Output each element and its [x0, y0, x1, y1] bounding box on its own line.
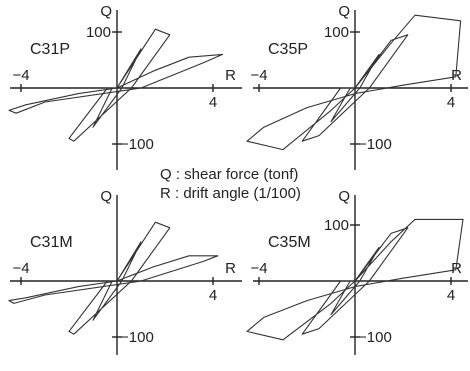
axis-legend: Q : shear force (tonf) R : drift angle (…	[160, 165, 301, 203]
c31m-hysteresis-curve	[8, 221, 219, 335]
c35p-y-tick-label: 100	[324, 24, 349, 41]
c31p-hysteresis-curve	[8, 28, 224, 142]
c31p-x-tick-label: −4	[12, 67, 29, 84]
c35p-hysteresis-curve	[246, 14, 462, 151]
c35p-x-tick-label: 4	[447, 94, 455, 111]
c35m-y-tick-label: 100	[324, 217, 349, 234]
c35m-x-tick-label: 4	[447, 287, 455, 304]
c31p-x-axis-label: R	[225, 67, 236, 84]
c35m-y-axis-label: Q	[338, 188, 350, 205]
c35p-x-axis-label: R	[451, 67, 462, 84]
c31p-y-tick-label: 100	[86, 24, 111, 41]
c31m-y-tick-label: −100	[120, 329, 154, 346]
legend-drift-angle: R : drift angle (1/100)	[160, 185, 301, 202]
c35p-x-tick-label: −4	[250, 67, 267, 84]
c31m-x-tick-label: −4	[12, 260, 29, 277]
c35m-y-tick-label: −100	[358, 329, 392, 346]
c35m-x-axis-label: R	[451, 260, 462, 277]
c31p-y-axis-label: Q	[100, 3, 112, 20]
c31p-specimen-label: C31P	[30, 41, 70, 58]
c35m-hysteresis-curve	[246, 218, 464, 341]
c35m-specimen-label: C35M	[268, 234, 311, 251]
c35m-x-tick-label: −4	[250, 260, 267, 277]
c35p-y-axis-label: Q	[338, 3, 350, 20]
c31m-specimen-label: C31M	[30, 234, 73, 251]
c31m-x-axis-label: R	[225, 260, 236, 277]
c31p-x-tick-label: 4	[209, 94, 217, 111]
legend-shear-force: Q : shear force (tonf)	[160, 166, 299, 183]
c31p-y-tick-label: −100	[120, 136, 154, 153]
c35p-y-tick-label: −100	[358, 136, 392, 153]
c31m-y-axis-label: Q	[100, 188, 112, 205]
c35p-specimen-label: C35P	[268, 41, 308, 58]
c31m-x-tick-label: 4	[209, 287, 217, 304]
